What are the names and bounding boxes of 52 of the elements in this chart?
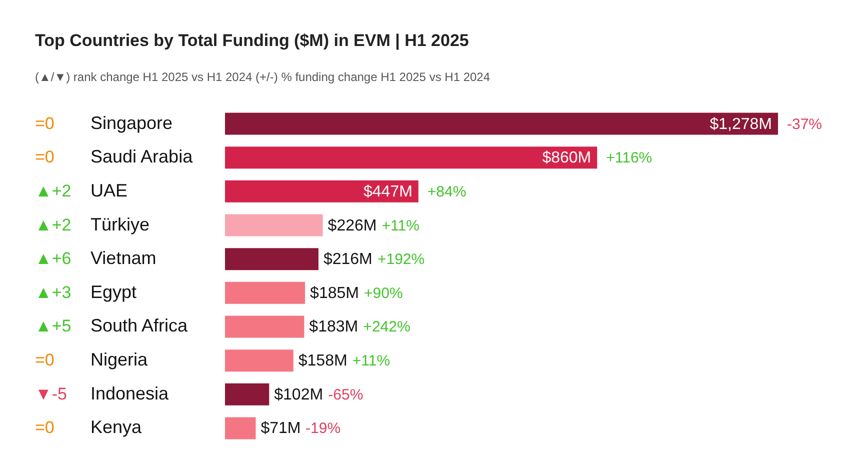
text: =0 [35,350,54,370]
y-tick-label: Vietnam [90,248,156,268]
bar [225,383,270,406]
y-tick-label: UAE [90,180,128,200]
bar [225,180,418,202]
y-tick-label: Indonesia [90,383,170,404]
data-label: $860M [542,150,592,167]
text: ▲+5 [35,316,72,336]
y-tick-label: Singapore [90,112,173,133]
annotation: +90% [364,284,403,302]
text: =0 [35,418,54,438]
annotation: +11% [352,352,390,370]
data-label: $71M [260,420,301,438]
bar [225,282,306,304]
text: =0 [35,148,54,167]
annotation: +242% [363,318,410,336]
annotation: +11% [382,217,420,234]
text: =0 [35,114,54,133]
data-label: $1,278M [710,116,772,133]
text: ▲+6 [35,249,72,268]
data-label: $102M [274,386,324,404]
annotation: +192% [377,251,425,268]
data-label: $158M [298,352,348,370]
bar [225,417,256,440]
bar [225,214,323,236]
text: ▲+3 [35,282,72,302]
annotation: -19% [306,420,341,438]
data-label: $216M [323,251,372,268]
text: ▼-5 [35,384,67,404]
data-label: $183M [309,318,358,336]
y-tick-label: Saudi Arabia [90,146,194,167]
annotation: +116% [606,150,652,167]
bar [225,248,318,270]
chart-title: Top Countries by Total Funding ($M) in EVM | H1 2025 [35,31,469,50]
data-label: $185M [310,284,359,302]
data-label: $226M [328,217,377,234]
text: -37% [787,116,822,133]
y-tick-label: Egypt [90,282,137,302]
text: ▲+2 [35,215,72,234]
y-tick-label: South Africa [90,316,189,336]
text: ▲+2 [35,181,72,200]
annotation: -65% [328,386,364,404]
bar [225,316,304,338]
bar [225,350,294,372]
chart-subtitle: (▲/▼) rank change H1 2025 vs H1 2024 (+/-) % funding change H1 2025 vs H1 2024 [35,70,490,84]
bar [225,146,598,169]
data-label: $447M [364,183,412,200]
bar [225,112,778,135]
y-tick-label: Nigeria [90,350,149,370]
annotation: +84% [427,183,466,200]
y-tick-label: Kenya [90,417,143,438]
y-tick-label: Türkiye [90,214,150,234]
